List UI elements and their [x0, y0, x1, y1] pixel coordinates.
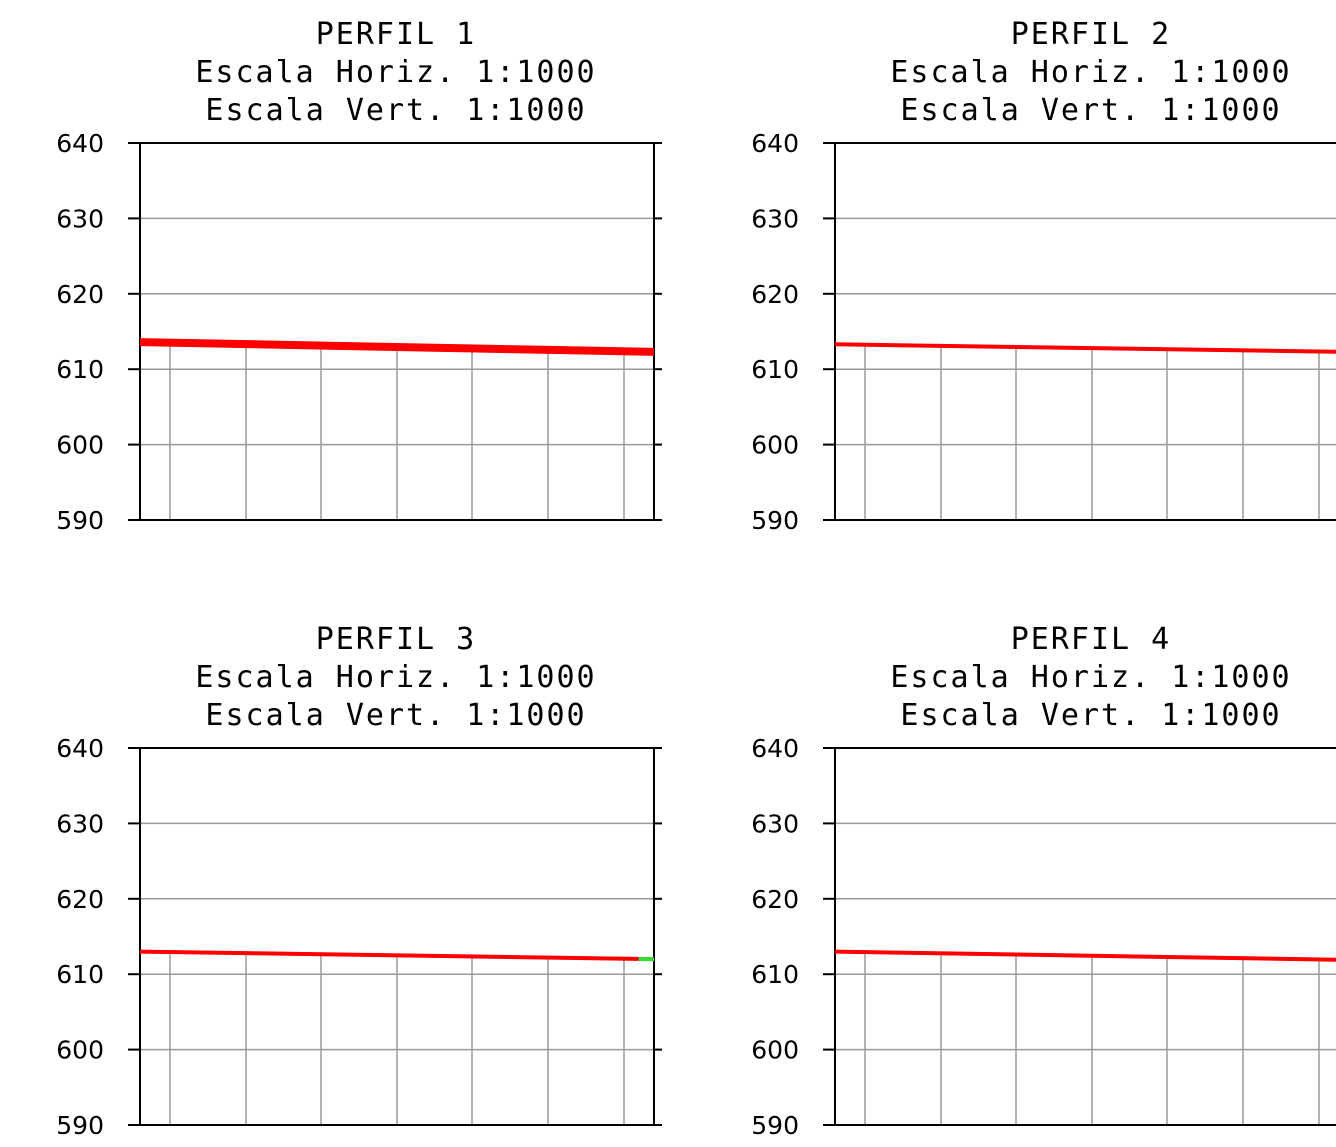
y-tick-label: 610	[56, 960, 104, 989]
chart-subtitle: Escala Vert. 1:1000	[205, 93, 586, 128]
chart-title: PERFIL 2	[1011, 17, 1172, 52]
y-tick-label: 600	[751, 1036, 799, 1065]
profile-line-1	[139, 949, 655, 962]
y-tick-label: 630	[751, 809, 799, 838]
y-tick-label: 630	[56, 204, 104, 233]
y-tick-label: 610	[56, 355, 104, 384]
chart-subtitle: Escala Horiz. 1:1000	[195, 660, 596, 695]
y-tick-label: 640	[56, 734, 104, 763]
chart-title: PERFIL 4	[1011, 622, 1172, 657]
chart-subtitle: Escala Horiz. 1:1000	[195, 55, 596, 90]
chart-subtitle: Escala Vert. 1:1000	[205, 698, 586, 733]
y-tick-label: 620	[56, 280, 104, 309]
y-tick-label: 600	[56, 1036, 104, 1065]
y-tick-label: 620	[751, 885, 799, 914]
y-tick-label: 640	[751, 734, 799, 763]
y-tick-label: 630	[751, 204, 799, 233]
y-tick-label: 620	[56, 885, 104, 914]
chart-title: PERFIL 1	[316, 17, 477, 52]
y-tick-label: 590	[56, 506, 104, 535]
chart-subtitle: Escala Horiz. 1:1000	[890, 55, 1291, 90]
profile-line-1	[139, 338, 655, 356]
y-tick-label: 600	[56, 431, 104, 460]
y-tick-label: 610	[751, 355, 799, 384]
chart-title: PERFIL 3	[316, 622, 477, 657]
profile-line-1	[834, 949, 1336, 962]
chart-subtitle: Escala Vert. 1:1000	[900, 93, 1281, 128]
chart-subtitle: Escala Horiz. 1:1000	[890, 660, 1291, 695]
chart-subtitle: Escala Vert. 1:1000	[900, 698, 1281, 733]
y-tick-label: 590	[751, 506, 799, 535]
profile-line-1	[834, 342, 1336, 354]
y-tick-label: 620	[751, 280, 799, 309]
y-tick-label: 630	[56, 809, 104, 838]
y-tick-label: 640	[751, 129, 799, 158]
y-tick-label: 590	[751, 1111, 799, 1140]
y-tick-label: 610	[751, 960, 799, 989]
y-tick-label: 640	[56, 129, 104, 158]
y-tick-label: 600	[751, 431, 799, 460]
y-tick-label: 590	[56, 1111, 104, 1140]
